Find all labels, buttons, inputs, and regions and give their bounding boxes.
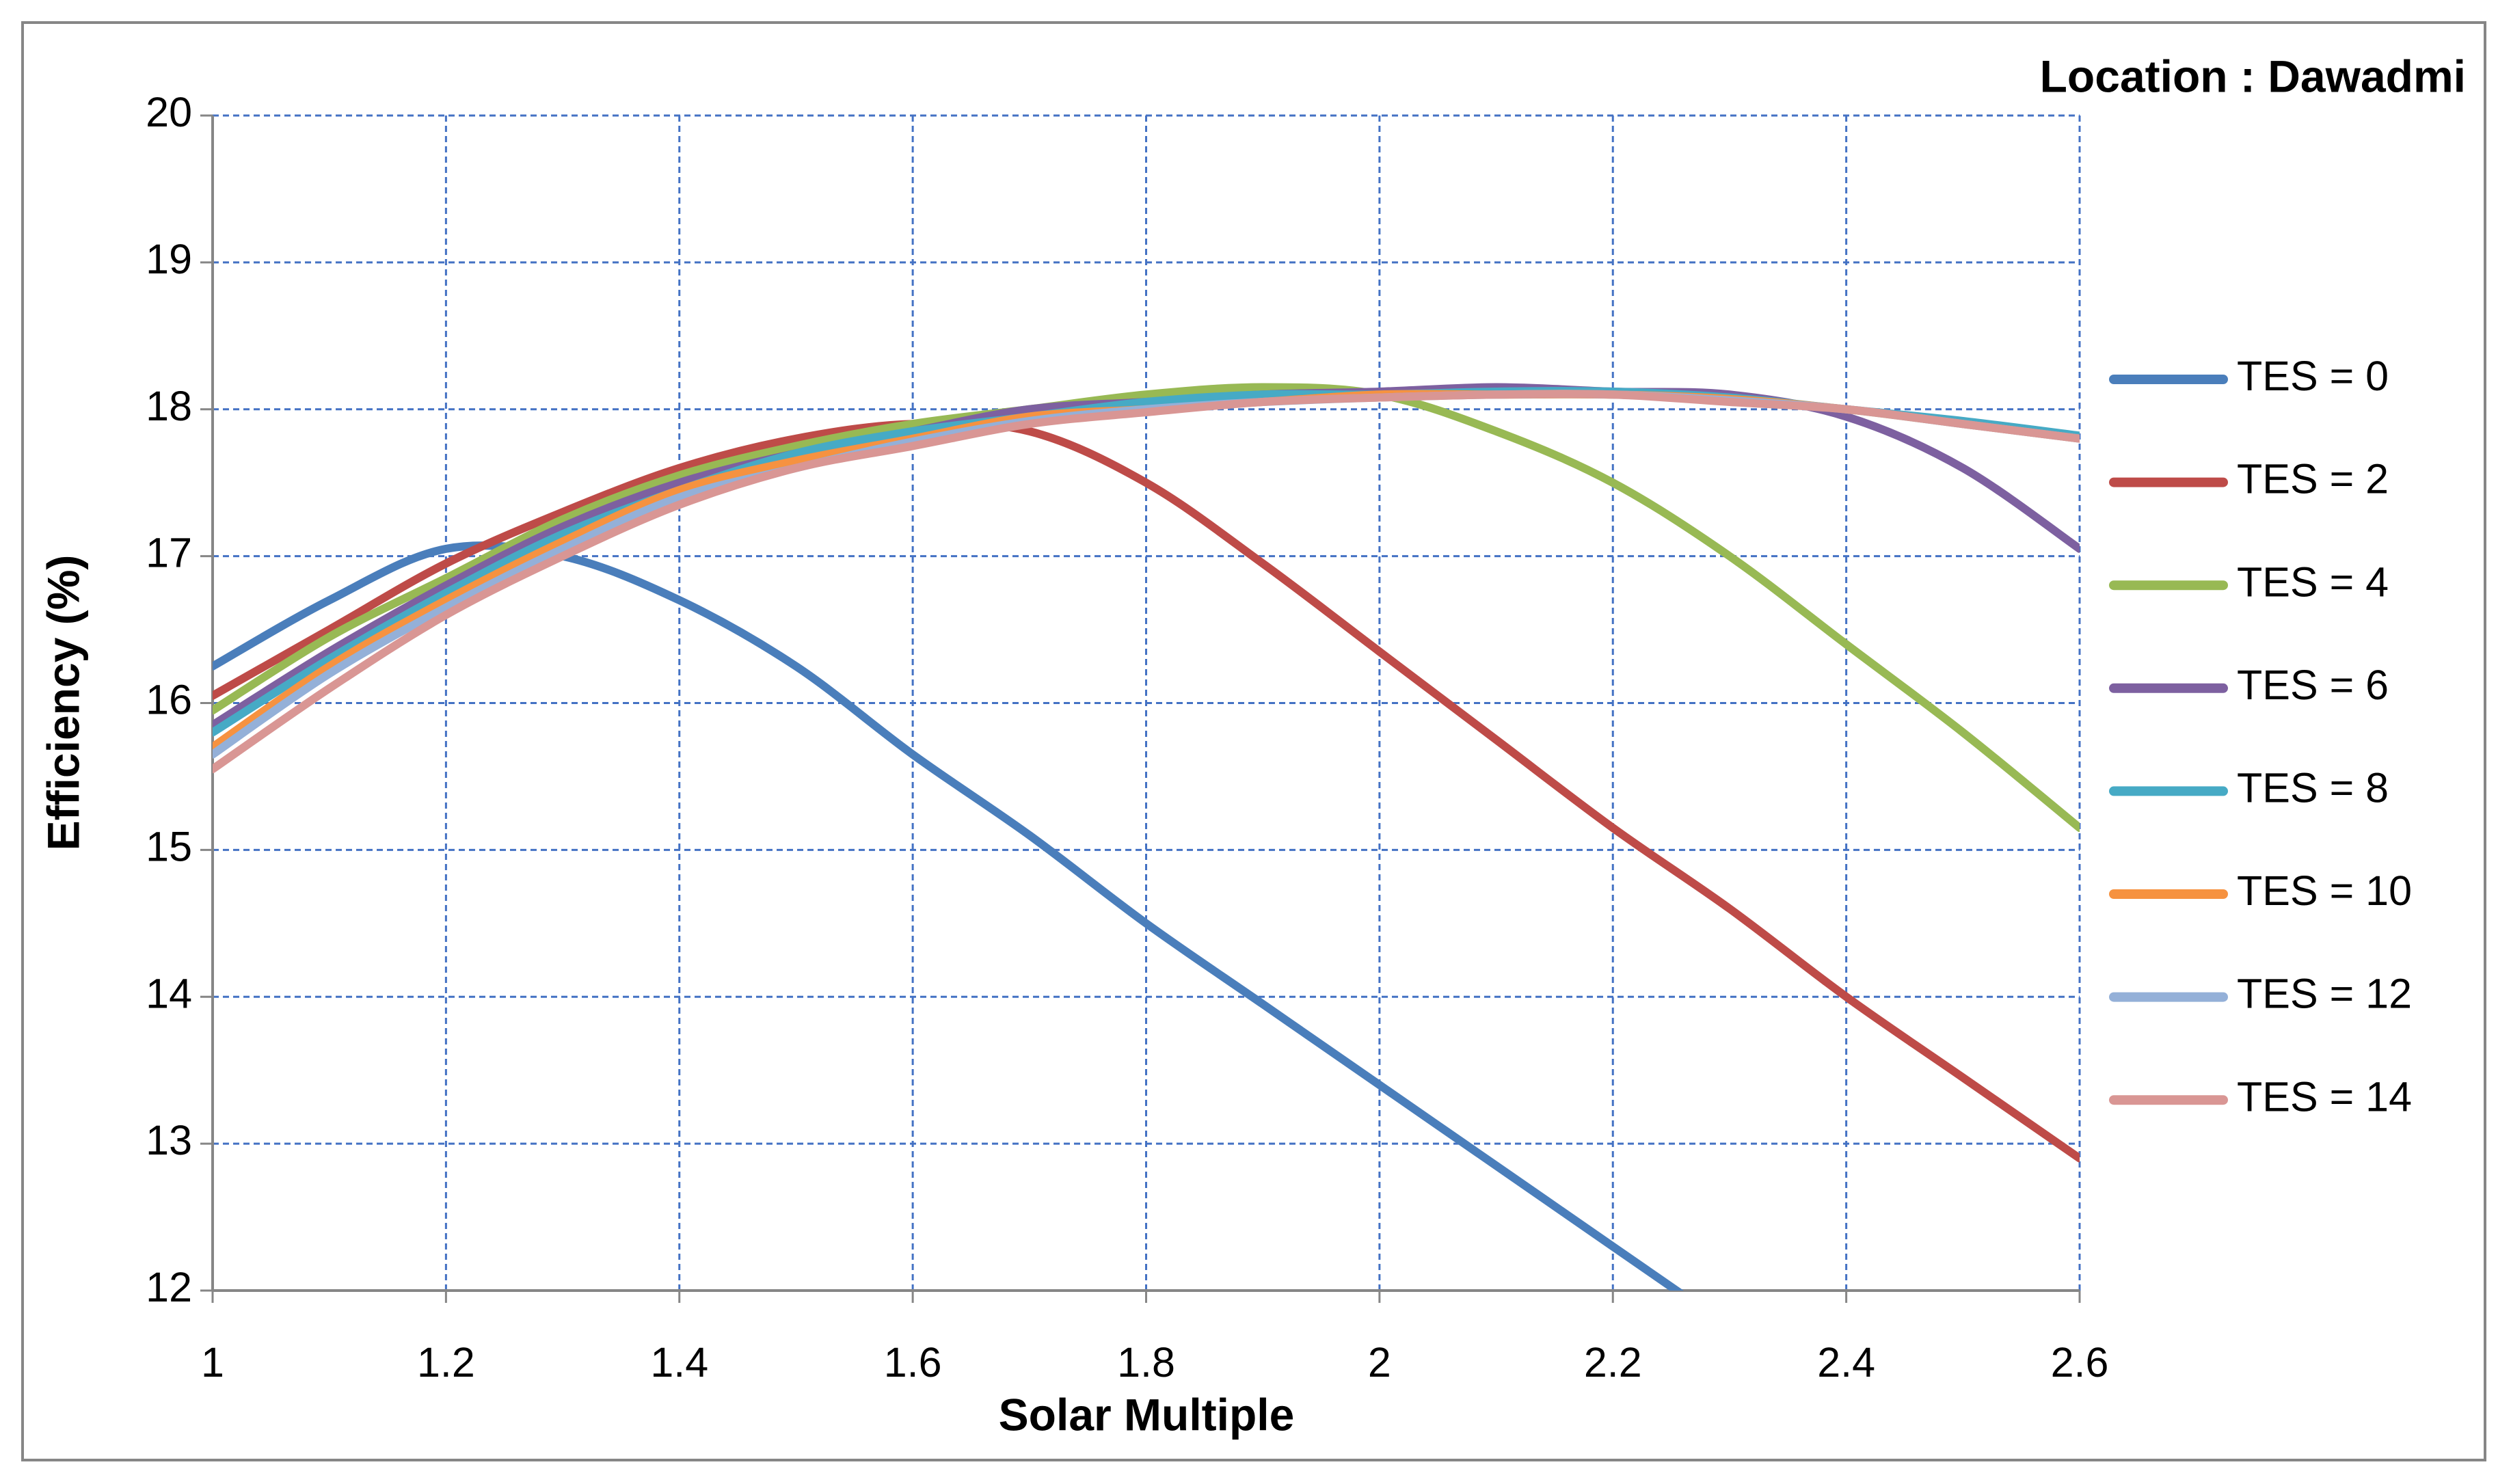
y-tick-label: 13 <box>146 1117 192 1163</box>
x-tick-label: 2.6 <box>2051 1339 2109 1386</box>
legend-label: TES = 14 <box>2237 1073 2412 1120</box>
series-line <box>213 390 2080 774</box>
series-line <box>213 419 2080 1163</box>
plot-area <box>213 383 2080 1291</box>
series-line <box>213 541 1684 1291</box>
x-axis-title: Solar Multiple <box>999 1389 1295 1440</box>
series-line <box>213 383 2080 833</box>
y-axis-title: Efficiency (%) <box>38 555 88 851</box>
x-tick-label: 2 <box>1368 1339 1391 1386</box>
legend-label: TES = 10 <box>2237 867 2412 914</box>
x-tick-label: 1.4 <box>650 1339 708 1386</box>
y-tick-label: 12 <box>146 1264 192 1310</box>
x-tick-label: 1.6 <box>884 1339 942 1386</box>
y-tick-label: 17 <box>146 530 192 576</box>
x-tick-label: 1 <box>201 1339 224 1386</box>
y-tick-label: 18 <box>146 383 192 429</box>
y-tick-label: 15 <box>146 823 192 869</box>
legend-label: TES = 8 <box>2237 765 2389 811</box>
y-tick-label: 19 <box>146 236 192 282</box>
x-tick-label: 1.2 <box>417 1339 475 1386</box>
y-tick-label: 16 <box>146 677 192 723</box>
chart-border <box>21 21 2486 1461</box>
chart-title: Location : Dawadmi <box>2040 51 2466 101</box>
x-tick-label: 1.8 <box>1117 1339 1175 1386</box>
legend-label: TES = 0 <box>2237 353 2389 399</box>
y-tick-label: 20 <box>146 89 192 135</box>
legend: TES = 0 TES = 2 TES = 4 TES = 6 TES = 8 TES =… <box>2109 353 2412 1120</box>
legend-label: TES = 6 <box>2237 662 2389 708</box>
x-tick-label: 2.2 <box>1584 1339 1642 1386</box>
legend-label: TES = 4 <box>2237 558 2389 605</box>
y-tick-label: 14 <box>146 970 192 1016</box>
legend-label: TES = 2 <box>2237 456 2389 502</box>
x-tick-label: 2.4 <box>1817 1339 1875 1386</box>
grid <box>200 114 2081 1303</box>
legend-label: TES = 12 <box>2237 971 2412 1017</box>
